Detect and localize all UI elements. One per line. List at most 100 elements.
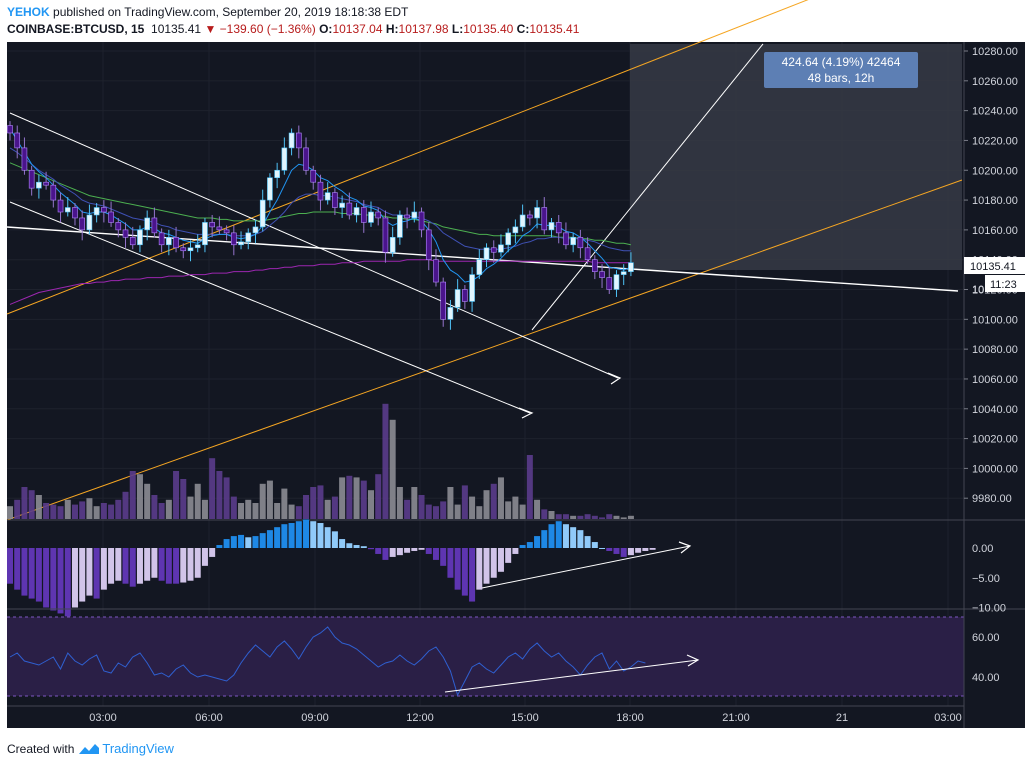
candle-body xyxy=(72,207,78,219)
candle-body xyxy=(512,226,519,234)
volume-bar xyxy=(570,515,577,519)
macd-bar xyxy=(115,548,122,581)
candle-body xyxy=(158,232,165,246)
time-tick-label: 06:00 xyxy=(195,712,223,724)
macd-bar xyxy=(21,548,28,596)
macd-bar xyxy=(100,548,107,590)
chart-canvas[interactable]: 10280.00 10260.00 10240.00 10220.00 10200.00… xyxy=(0,0,1032,740)
macd-bar xyxy=(216,545,223,548)
volume-bar xyxy=(194,483,201,519)
macd-bar xyxy=(360,546,367,548)
rsi-arrow-head xyxy=(686,654,700,667)
candle-body xyxy=(7,125,13,134)
candle-body xyxy=(332,192,338,208)
macd-tick-label: 0.00 xyxy=(972,543,993,555)
candle-body xyxy=(57,199,64,213)
measure-info-box xyxy=(764,52,918,88)
volume-bar xyxy=(512,496,519,519)
macd-bar xyxy=(548,524,555,548)
downtrend-line-1[interactable] xyxy=(9,112,619,379)
channel-line-lower[interactable] xyxy=(6,179,963,521)
macd-bar xyxy=(382,548,389,560)
candle-body xyxy=(382,217,389,253)
arrow-heads xyxy=(518,372,622,419)
volume-bar xyxy=(50,504,57,519)
macd-bar xyxy=(497,548,504,572)
volume-bar xyxy=(14,499,21,519)
candle-body xyxy=(180,247,187,252)
candle-body xyxy=(324,192,331,201)
close-label: C: xyxy=(516,22,530,36)
candle-body xyxy=(339,202,345,208)
tradingview-brand[interactable]: TradingView xyxy=(102,741,174,756)
volume-bar xyxy=(259,483,266,519)
volume-bar xyxy=(591,515,598,519)
volume-bar xyxy=(490,483,497,519)
candle-body xyxy=(252,226,259,234)
candle-body xyxy=(202,222,208,246)
candle-body xyxy=(584,247,591,260)
candle-body xyxy=(469,274,475,302)
candle-body xyxy=(274,169,280,179)
price-tick-label: 10260.00 xyxy=(972,76,1018,88)
volume-bar xyxy=(497,477,504,519)
rsi-divergence-line[interactable] xyxy=(444,659,699,693)
horizontal-trendline[interactable] xyxy=(6,226,959,292)
macd-bar xyxy=(425,548,432,554)
candle-body xyxy=(620,271,627,275)
volume-bar xyxy=(353,477,360,519)
macd-bar xyxy=(635,548,642,553)
candle-body xyxy=(375,211,382,219)
ma-green-line xyxy=(9,162,632,246)
macd-bar xyxy=(238,534,245,548)
volume-bar xyxy=(216,471,223,519)
macd-bar xyxy=(295,521,302,548)
macd-divergence-line[interactable] xyxy=(481,545,691,589)
time-axis[interactable]: 03:00 06:00 09:00 12:00 15:00 18:00 21:00 21 03:… xyxy=(89,712,962,724)
candle-body xyxy=(151,217,158,234)
candle-body xyxy=(317,181,324,201)
volume-bar xyxy=(606,514,613,519)
volume-bar xyxy=(526,455,533,519)
macd-bar xyxy=(108,548,115,584)
author-name[interactable]: YEHOK xyxy=(7,5,50,19)
candle-body xyxy=(397,214,403,238)
volume-bar xyxy=(165,499,172,519)
macd-bar xyxy=(490,548,497,578)
volume-bar xyxy=(129,471,136,519)
candle-body xyxy=(64,207,71,213)
symbol-header: COINBASE:BTCUSD, 15 10135.41 ▼ −139.60 (… xyxy=(7,22,579,36)
macd-bar xyxy=(512,548,519,554)
price-change: −139.60 (−1.36%) xyxy=(219,22,316,36)
volume-bar xyxy=(57,506,64,519)
volume-bar xyxy=(281,488,288,519)
volume-bar xyxy=(21,487,28,519)
candle-body xyxy=(288,132,295,149)
volume-bar xyxy=(447,487,454,519)
macd-bar xyxy=(173,548,180,584)
candle-body xyxy=(238,241,244,246)
drawing-lines[interactable] xyxy=(6,0,963,521)
high-value: 10137.98 xyxy=(398,22,449,36)
macd-bar xyxy=(620,548,627,557)
macd-bar xyxy=(526,542,533,548)
price-tick-label: 10000.00 xyxy=(972,463,1018,475)
measure-diagonal[interactable] xyxy=(531,43,764,331)
candle-body xyxy=(93,207,100,216)
candle-body xyxy=(216,226,223,231)
measure-info-line2: 48 bars, 12h xyxy=(808,71,875,85)
macd-bar xyxy=(7,548,13,584)
channel-line-upper[interactable] xyxy=(6,0,960,315)
downtrend-line-2[interactable] xyxy=(9,201,531,414)
last-price-tag-text: 10135.41 xyxy=(970,261,1016,273)
candle-body xyxy=(490,247,497,253)
candle-body xyxy=(166,237,172,246)
volume-bar xyxy=(389,419,396,519)
candle-body xyxy=(231,232,237,246)
macd-bar xyxy=(483,548,490,584)
macd-bar xyxy=(230,536,237,548)
volume-bar xyxy=(360,480,367,519)
macd-bar xyxy=(129,548,136,587)
close-value: 10135.41 xyxy=(529,22,580,36)
candle-body xyxy=(28,169,35,189)
